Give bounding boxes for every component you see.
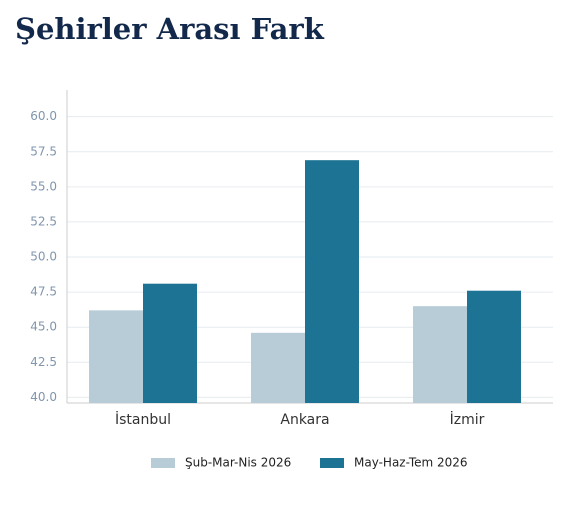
bar: [305, 160, 359, 403]
bar: [467, 290, 521, 403]
x-tick-label: İstanbul: [115, 410, 171, 428]
y-tick-label: 60.0: [30, 109, 57, 123]
x-tick-label: İzmir: [450, 410, 485, 428]
y-tick-label: 52.5: [30, 214, 57, 228]
y-tick-label: 47.5: [30, 285, 57, 299]
y-tick-label: 55.0: [30, 179, 57, 193]
y-tick-label: 50.0: [30, 250, 57, 264]
chart-title: Şehirler Arası Fark: [15, 12, 325, 46]
bar: [143, 283, 197, 403]
y-tick-label: 45.0: [30, 320, 57, 334]
legend-label: Şub-Mar-Nis 2026: [185, 456, 291, 470]
bar: [413, 306, 467, 403]
x-tick-label: Ankara: [280, 412, 329, 428]
bar: [251, 332, 305, 403]
y-tick-label: 40.0: [30, 390, 57, 404]
y-tick-label: 42.5: [30, 355, 57, 369]
y-tick-label: 57.5: [30, 144, 57, 158]
legend-swatch: [320, 458, 344, 468]
legend-swatch: [151, 458, 175, 468]
legend-label: May-Haz-Tem 2026: [354, 456, 468, 470]
bar: [89, 310, 143, 403]
